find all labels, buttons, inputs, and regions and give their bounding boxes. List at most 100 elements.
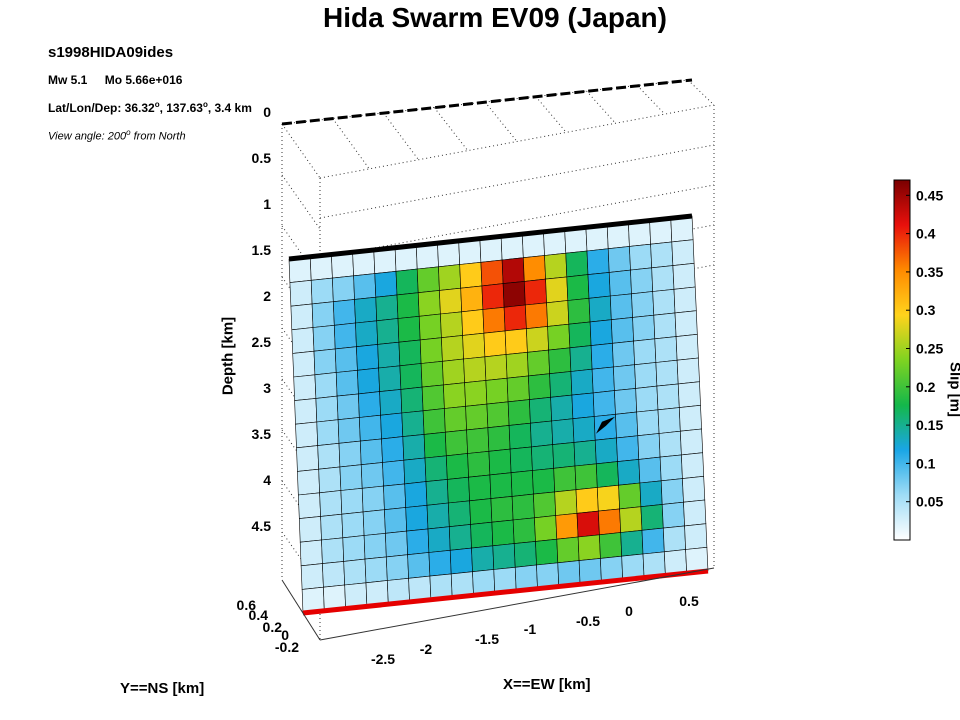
colorbar-tick-label: 0.4 — [916, 226, 936, 242]
slip-cell — [575, 487, 599, 514]
slip-cell — [524, 302, 548, 330]
grid-line — [319, 184, 715, 259]
slip-cell — [403, 457, 427, 485]
slip-cell — [480, 259, 504, 287]
depth-tick-label: 1 — [263, 196, 271, 212]
slip-cell — [503, 304, 527, 332]
slip-cell — [677, 381, 701, 408]
slip-cell — [511, 493, 535, 521]
slip-cell — [481, 283, 505, 310]
depth-tick-label: 3 — [263, 380, 271, 396]
event-id: s1998HIDA09ides — [48, 44, 174, 61]
slip-cell — [576, 510, 600, 538]
slip-cell — [418, 313, 442, 341]
slip-cell — [440, 311, 463, 339]
slip-cell — [320, 513, 344, 541]
slip-cell — [592, 390, 616, 417]
slip-cell — [671, 239, 695, 266]
slip-cell — [607, 246, 631, 273]
slip-cell — [586, 248, 610, 275]
slip-cell — [427, 526, 451, 553]
slip-cell — [637, 433, 661, 460]
slip-cell — [445, 453, 469, 480]
slip-cell — [659, 454, 683, 482]
slip-cell — [630, 267, 654, 295]
depth-tick-label: 4.5 — [252, 518, 272, 534]
slip-cell — [421, 384, 445, 412]
slip-cell — [505, 351, 529, 379]
slip-cell — [470, 521, 494, 549]
slip-cell — [428, 549, 452, 577]
grid-line — [319, 144, 715, 219]
slip-cell — [608, 269, 632, 297]
slip-cell — [613, 364, 637, 391]
box-edge — [319, 104, 715, 179]
slip-cell — [317, 442, 341, 470]
slip-cell — [312, 324, 336, 352]
slip-cell — [629, 243, 653, 271]
grid-line — [636, 85, 666, 115]
colorbar-tick-label: 0.25 — [916, 341, 943, 357]
slip-cell — [567, 297, 591, 325]
slip-cell — [546, 300, 570, 327]
colorbar-tick-label: 0.35 — [916, 264, 943, 280]
slip-cell — [335, 369, 359, 397]
ns-tick-label: 0.2 — [263, 619, 283, 635]
slip-cell — [466, 427, 490, 454]
slip-cell — [596, 484, 620, 512]
slip-cell — [512, 517, 536, 544]
slip-cell — [531, 444, 555, 471]
depth-tick-label: 4 — [263, 472, 271, 488]
depth-tick-label: 2.5 — [252, 334, 272, 350]
slip-cell — [544, 252, 568, 280]
slip-cell — [483, 330, 507, 358]
depth-tick-label: 1.5 — [252, 242, 272, 258]
slip-cell — [568, 321, 592, 349]
slip-cell — [360, 462, 384, 489]
slip-cell — [507, 399, 531, 426]
slip-cell — [419, 337, 443, 364]
slip-cell — [682, 475, 706, 503]
slip-cell — [617, 459, 641, 486]
slip-cell — [526, 326, 549, 353]
slip-cell — [636, 409, 660, 437]
slip-cell — [533, 491, 557, 519]
location-lon: , 137.63 — [159, 101, 203, 115]
slip-cell — [290, 303, 314, 331]
slip-cell — [395, 268, 419, 296]
view-angle-ref: from North — [130, 130, 186, 143]
slip-cell — [590, 342, 614, 370]
slip-cell — [674, 310, 698, 337]
slip-cell — [591, 366, 615, 394]
slip-cell — [319, 490, 343, 517]
slip-cell — [504, 328, 528, 355]
slip-cell — [570, 368, 594, 396]
slip-cell — [336, 393, 360, 421]
slip-cell — [469, 498, 493, 525]
slip-cell — [444, 429, 468, 457]
slip-cell — [333, 322, 357, 350]
slip-cell — [464, 380, 488, 407]
slip-cell — [632, 314, 656, 342]
slip-cell — [378, 365, 402, 392]
ew-tick-label: -0.5 — [576, 613, 600, 629]
slip-cell — [296, 445, 320, 472]
slip-cell — [382, 459, 406, 487]
slip-cell — [501, 257, 525, 284]
slip-cell — [332, 299, 356, 326]
slip-cell — [651, 265, 675, 292]
slip-cell — [552, 442, 576, 469]
slip-cell — [491, 519, 515, 547]
view-angle: View angle: 200o from North — [48, 128, 186, 143]
slip-cell — [318, 466, 342, 494]
slip-cell — [423, 431, 447, 459]
slip-cell — [681, 452, 705, 479]
degree-mark: o — [154, 100, 160, 109]
axis-ticks: 0 0.5 1 1.5 2 2.5 3 3.5 4 4.5 -2.5 -2 -1.5 -1 -0.5 0 0.5… — [237, 104, 699, 667]
slip-cell — [422, 408, 446, 435]
slip-cell — [424, 455, 448, 482]
slip-cell — [486, 401, 510, 429]
slip-cell — [616, 435, 640, 462]
slip-cell — [316, 419, 340, 446]
colorbar-tick-label: 0.1 — [916, 455, 936, 471]
